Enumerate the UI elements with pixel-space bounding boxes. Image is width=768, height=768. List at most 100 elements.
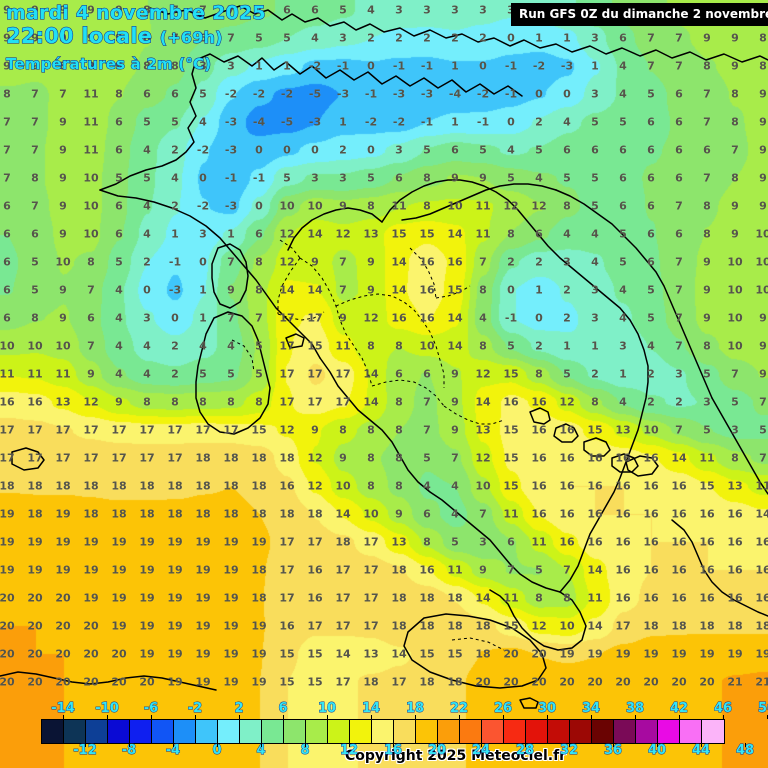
grid-temperature-value: 3	[143, 311, 151, 325]
grid-temperature-value: 7	[703, 87, 711, 101]
grid-temperature-value: 7	[675, 283, 683, 297]
grid-temperature-value: 18	[643, 619, 659, 633]
color-scale-tick	[415, 715, 416, 719]
color-scale-bar[interactable]	[41, 719, 725, 744]
grid-temperature-value: -1	[392, 59, 406, 73]
grid-temperature-value: 12	[475, 451, 491, 465]
grid-temperature-value: 20	[55, 619, 71, 633]
color-scale-label: -12	[73, 743, 97, 759]
color-scale-block: Copyright 2025 Meteociel.fr -14 -10 -6 -2 2 6…	[0, 701, 768, 768]
grid-temperature-value: 16	[531, 423, 547, 437]
grid-temperature-value: 7	[255, 311, 263, 325]
grid-temperature-value: 15	[503, 479, 519, 493]
color-scale-cell	[196, 720, 218, 743]
color-scale-label: 24	[471, 743, 491, 759]
grid-temperature-value: 20	[671, 675, 687, 689]
grid-temperature-value: 9	[339, 451, 347, 465]
grid-temperature-value: -3	[392, 87, 406, 101]
grid-temperature-value: 18	[251, 479, 267, 493]
grid-temperature-value: 17	[0, 451, 15, 465]
color-scale-cell	[416, 720, 438, 743]
grid-temperature-value: 5	[703, 423, 711, 437]
grid-temperature-value: 11	[27, 367, 43, 381]
grid-temperature-value: 7	[703, 115, 711, 129]
grid-temperature-value: 7	[675, 199, 683, 213]
temperature-field	[0, 0, 768, 710]
coastline-path	[711, 397, 768, 495]
grid-temperature-value: 5	[731, 395, 739, 409]
grid-temperature-value: 18	[391, 563, 407, 577]
grid-temperature-value: 3	[563, 255, 571, 269]
grid-temperature-value: 0	[535, 87, 543, 101]
grid-temperature-value: 5	[535, 563, 543, 577]
grid-temperature-value: 4	[619, 283, 627, 297]
grid-temperature-value: 6	[675, 171, 683, 185]
grid-temperature-value: 4	[143, 143, 151, 157]
grid-temperature-value: 9	[87, 3, 95, 17]
color-scale-label: 18	[405, 701, 425, 717]
grid-temperature-value: 12	[279, 227, 295, 241]
color-scale-tick	[547, 715, 548, 719]
administrative-border-path	[231, 339, 255, 373]
grid-temperature-value: 17	[335, 563, 351, 577]
grid-temperature-value: 17	[223, 423, 239, 437]
grid-temperature-value: 5	[255, 367, 263, 381]
grid-temperature-value: 7	[675, 423, 683, 437]
grid-temperature-value: 6	[647, 227, 655, 241]
grid-temperature-value: 16	[0, 395, 15, 409]
grid-temperature-value: 9	[59, 3, 67, 17]
grid-temperature-value: 20	[27, 647, 43, 661]
grid-temperature-value: 20	[559, 675, 575, 689]
grid-temperature-value: 20	[0, 647, 15, 661]
grid-temperature-value: 17	[279, 535, 295, 549]
grid-temperature-value: 12	[531, 199, 547, 213]
grid-temperature-value: 20	[699, 675, 715, 689]
grid-temperature-value: 3	[591, 87, 599, 101]
grid-temperature-value: 17	[335, 591, 351, 605]
grid-temperature-value: 5	[507, 339, 515, 353]
grid-temperature-value: 9	[3, 3, 11, 17]
grid-temperature-value: 16	[699, 591, 715, 605]
grid-temperature-value: 6	[647, 143, 655, 157]
grid-temperature-value: 16	[643, 479, 659, 493]
grid-temperature-value: 19	[699, 647, 715, 661]
grid-temperature-value: 18	[279, 507, 295, 521]
grid-temperature-value: 5	[423, 451, 431, 465]
grid-temperature-value: 18	[727, 619, 743, 633]
grid-temperature-value: 17	[139, 451, 155, 465]
grid-temperature-value: 7	[507, 563, 515, 577]
grid-temperature-value: 9	[759, 87, 767, 101]
temperature-map[interactable]: 9 9 9 9 9 8 7 7 7 7 6 6 5 4 3 3 3 3 3 3 5 6 7 8 9 9 9 8 9 9 9 9 9 8 7 6 7 5 5 4…	[0, 0, 768, 710]
grid-temperature-value: 0	[367, 143, 375, 157]
grid-temperature-value: 18	[139, 507, 155, 521]
grid-temperature-value: 7	[675, 59, 683, 73]
grid-temperature-value: 7	[31, 199, 39, 213]
grid-temperature-value: 20	[139, 675, 155, 689]
grid-temperature-value: 4	[199, 339, 207, 353]
grid-temperature-value: 8	[395, 479, 403, 493]
grid-temperature-value: 5	[479, 143, 487, 157]
grid-temperature-value: 16	[587, 451, 603, 465]
grid-temperature-value: 8	[395, 423, 403, 437]
grid-temperature-value: 5	[535, 143, 543, 157]
grid-temperature-value: 16	[699, 535, 715, 549]
grid-temperature-value: 4	[227, 339, 235, 353]
grid-temperature-value: 6	[171, 87, 179, 101]
grid-temperature-value: 11	[755, 479, 768, 493]
grid-temperature-value: 9	[367, 283, 375, 297]
color-scale-tick	[305, 743, 306, 747]
color-scale-cell	[394, 720, 416, 743]
grid-temperature-value: 14	[335, 507, 351, 521]
grid-temperature-value: 8	[759, 31, 767, 45]
grid-temperature-value: 1	[535, 283, 543, 297]
grid-temperature-value: 10	[0, 339, 15, 353]
grid-temperature-value: 18	[363, 675, 379, 689]
grid-temperature-value: 17	[167, 423, 183, 437]
grid-temperature-value: 3	[451, 3, 459, 17]
color-scale-tick	[151, 715, 152, 719]
administrative-border-path	[277, 311, 325, 321]
color-scale-cell	[42, 720, 64, 743]
grid-temperature-value: 7	[339, 255, 347, 269]
grid-temperature-value: 20	[503, 675, 519, 689]
grid-temperature-value: 8	[703, 339, 711, 353]
